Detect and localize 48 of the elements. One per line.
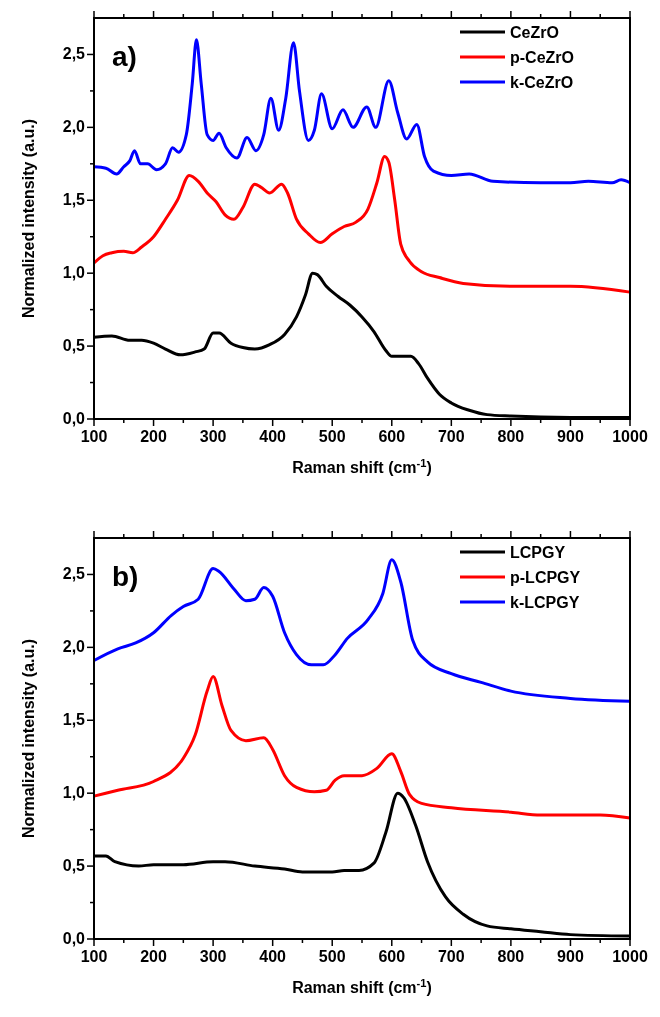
x-tick-label: 200	[140, 428, 167, 445]
x-tick-label: 1000	[612, 428, 648, 445]
y-tick-label: 1,0	[62, 784, 86, 802]
x-axis-title: Raman shift (cm$^{-1}$)	[292, 457, 432, 476]
x-tick-label: 100	[80, 948, 108, 965]
x-tick-label: 800	[497, 428, 525, 445]
x-tick-label: 1000	[612, 948, 648, 965]
y-tick-label: 0,5	[62, 857, 86, 875]
legend-label: p-LCPGY	[510, 569, 581, 586]
line-series	[92, 155, 632, 294]
x-tick-label: 700	[437, 948, 465, 965]
x-axis-title: Raman shift (cm$^{-1}$)	[292, 977, 432, 996]
legend-label: k-LCPGY	[510, 594, 580, 611]
y-tick-label: 0,0	[62, 410, 86, 427]
x-tick-label: 600	[378, 428, 406, 445]
y-tick-label: 2,5	[62, 45, 86, 63]
x-tick-label: 300	[199, 948, 227, 965]
x-tick-label: 500	[318, 948, 346, 965]
y-tick-label: 1,0	[62, 264, 86, 282]
legend-label: k-CeZrO	[510, 74, 574, 91]
legend-label: LCPGY	[510, 544, 566, 561]
x-tick-label: 100	[80, 428, 108, 445]
x-tick-label: 200	[140, 948, 167, 965]
x-tick-label: 900	[557, 428, 584, 445]
legend-label: CeZrO	[510, 24, 559, 41]
annotation: a)	[112, 41, 137, 72]
y-axis-title: Normalized intensity (a.u.)	[20, 118, 37, 319]
x-tick-label: 700	[437, 428, 465, 445]
x-tick-label: 900	[557, 948, 584, 965]
y-tick-label: 0,0	[62, 930, 86, 947]
y-axis-title: Normalized intensity (a.u.)	[20, 638, 37, 839]
x-tick-label: 300	[199, 428, 227, 445]
x-tick-label: 600	[378, 948, 406, 965]
line-series	[92, 38, 632, 185]
y-tick-label: 2,0	[62, 118, 86, 136]
annotation: b)	[112, 561, 139, 592]
x-tick-label: 400	[259, 948, 287, 965]
y-tick-label: 1,5	[62, 191, 86, 209]
y-tick-label: 1,5	[62, 711, 86, 729]
legend-label: p-CeZrO	[510, 49, 574, 66]
line-series	[92, 558, 632, 703]
y-tick-label: 0,5	[62, 337, 86, 355]
x-tick-label: 800	[497, 948, 525, 965]
x-tick-label: 400	[259, 428, 287, 445]
y-tick-label: 2,0	[62, 638, 86, 656]
x-tick-label: 500	[318, 428, 346, 445]
y-tick-label: 2,5	[62, 565, 86, 583]
line-series	[92, 675, 632, 820]
